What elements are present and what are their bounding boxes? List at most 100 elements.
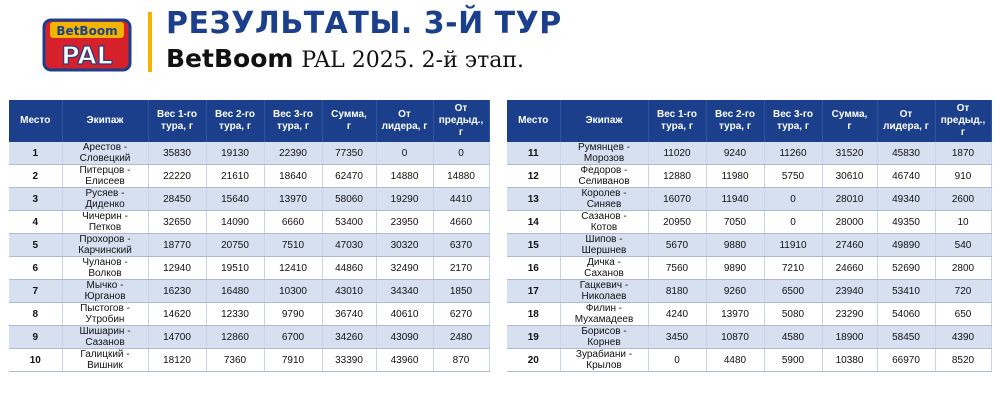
crew-member-1: Чуланов -: [82, 257, 128, 268]
weight-2-cell: 9890: [706, 256, 765, 280]
table-row: 9 Шишарин - Сазанов 14700 12860 6700 34260 4309…: [9, 325, 490, 349]
weight-2-cell: 4480: [706, 348, 765, 372]
sum-cell: 24660: [822, 256, 878, 280]
sum-cell: 28000: [822, 210, 878, 234]
weight-3-cell: 6500: [764, 279, 823, 303]
sum-cell: 34260: [322, 325, 377, 349]
place-cell: 20: [507, 348, 561, 372]
header-divider: [148, 12, 152, 72]
col-from-previous: От предыд., г: [935, 100, 992, 142]
from-previous-cell: 4390: [935, 325, 992, 349]
weight-1-cell: 22220: [148, 164, 207, 188]
weight-2-cell: 12860: [206, 325, 265, 349]
weight-3-cell: 5080: [764, 302, 823, 326]
sum-cell: 30610: [822, 164, 878, 188]
weight-1-cell: 5670: [648, 233, 707, 257]
crew-member-1: Филин -: [585, 303, 623, 314]
from-leader-cell: 0: [376, 142, 434, 165]
from-leader-cell: 34340: [376, 279, 434, 303]
from-previous-cell: 0: [433, 142, 490, 165]
place-cell: 12: [507, 164, 561, 188]
place-cell: 2: [9, 164, 63, 188]
place-cell: 18: [507, 302, 561, 326]
weight-2-cell: 20750: [206, 233, 265, 257]
table-header-row: Место Экипаж Вес 1-го тура, г Вес 2-го тур…: [9, 100, 490, 142]
weight-1-cell: 16230: [148, 279, 207, 303]
from-leader-cell: 54060: [877, 302, 936, 326]
betboom-pal-logo: BetBoom PAL: [42, 18, 132, 72]
weight-2-cell: 19510: [206, 256, 265, 280]
crew-member-2: Селиванов: [578, 176, 630, 187]
col-weight-2: Вес 2-го тура, г: [206, 100, 265, 142]
col-sum: Сумма, г: [822, 100, 878, 142]
table-row: 7 Мычко - Юрганов 16230 16480 10300 43010 34340…: [9, 279, 490, 303]
sum-cell: 33390: [322, 348, 377, 372]
crew-member-1: Шипов -: [585, 234, 623, 245]
sum-cell: 28010: [822, 187, 878, 211]
crew-member-2: Морозов: [583, 153, 625, 164]
from-previous-cell: 14880: [433, 164, 490, 188]
place-cell: 10: [9, 348, 63, 372]
weight-1-cell: 16070: [648, 187, 707, 211]
crew-member-2: Котов: [590, 222, 618, 233]
place-cell: 1: [9, 142, 63, 165]
from-previous-cell: 540: [935, 233, 992, 257]
col-place: Место: [9, 100, 63, 142]
from-leader-cell: 14880: [376, 164, 434, 188]
weight-3-cell: 6660: [264, 210, 323, 234]
weight-3-cell: 7210: [764, 256, 823, 280]
weight-2-cell: 14090: [206, 210, 265, 234]
from-previous-cell: 650: [935, 302, 992, 326]
crew-member-1: Галицкий -: [80, 349, 130, 360]
crew-member-1: Гацкевич -: [579, 280, 629, 291]
sum-cell: 10380: [822, 348, 878, 372]
col-weight-2: Вес 2-го тура, г: [706, 100, 765, 142]
weight-3-cell: 12410: [264, 256, 323, 280]
from-leader-cell: 49890: [877, 233, 936, 257]
from-previous-cell: 1850: [433, 279, 490, 303]
crew-member-2: Волков: [88, 268, 122, 279]
from-previous-cell: 4660: [433, 210, 490, 234]
table-row: 4 Чичерин - Петков 32650 14090 6660 53400 23950…: [9, 210, 490, 234]
crew-member-1: Зурабиани -: [575, 349, 633, 360]
crew-cell: Федоров - Селиванов: [560, 164, 649, 188]
from-previous-cell: 10: [935, 210, 992, 234]
place-cell: 3: [9, 187, 63, 211]
crew-member-1: Пыстогов -: [80, 303, 130, 314]
crew-cell: Чуланов - Волков: [62, 256, 149, 280]
from-previous-cell: 2800: [935, 256, 992, 280]
subtitle-brand: BetBoom: [166, 44, 294, 73]
crew-cell: Питерцов - Елисеев: [62, 164, 149, 188]
from-previous-cell: 720: [935, 279, 992, 303]
sum-cell: 23290: [822, 302, 878, 326]
weight-1-cell: 35830: [148, 142, 207, 165]
col-place: Место: [507, 100, 561, 142]
from-leader-cell: 45830: [877, 142, 936, 165]
table-row: 3 Русяев - Диденко 28450 15640 13970 58060 1929…: [9, 187, 490, 211]
crew-cell: Шипов - Шершнев: [560, 233, 649, 257]
weight-2-cell: 10870: [706, 325, 765, 349]
page-title: РЕЗУЛЬТАТЫ. 3-Й ТУР: [166, 6, 562, 41]
from-previous-cell: 6270: [433, 302, 490, 326]
sum-cell: 18900: [822, 325, 878, 349]
from-leader-cell: 23950: [376, 210, 434, 234]
weight-1-cell: 0: [648, 348, 707, 372]
weight-2-cell: 7050: [706, 210, 765, 234]
from-previous-cell: 6370: [433, 233, 490, 257]
weight-3-cell: 5750: [764, 164, 823, 188]
table-row: 6 Чуланов - Волков 12940 19510 12410 44860 3249…: [9, 256, 490, 280]
from-previous-cell: 4410: [433, 187, 490, 211]
crew-member-1: Русяев -: [85, 188, 125, 199]
place-cell: 13: [507, 187, 561, 211]
place-cell: 11: [507, 142, 561, 165]
crew-member-1: Федоров -: [580, 165, 628, 176]
weight-2-cell: 19130: [206, 142, 265, 165]
weight-1-cell: 7560: [648, 256, 707, 280]
from-leader-cell: 53410: [877, 279, 936, 303]
place-cell: 5: [9, 233, 63, 257]
page-subtitle: BetBoom PAL 2025. 2-й этап.: [166, 44, 524, 76]
place-cell: 15: [507, 233, 561, 257]
col-weight-1: Вес 1-го тура, г: [648, 100, 707, 142]
results-body-left: 1 Арестов - Словецкий 35830 19130 22390 77350 0…: [9, 142, 490, 372]
crew-member-2: Диденко: [85, 199, 125, 210]
